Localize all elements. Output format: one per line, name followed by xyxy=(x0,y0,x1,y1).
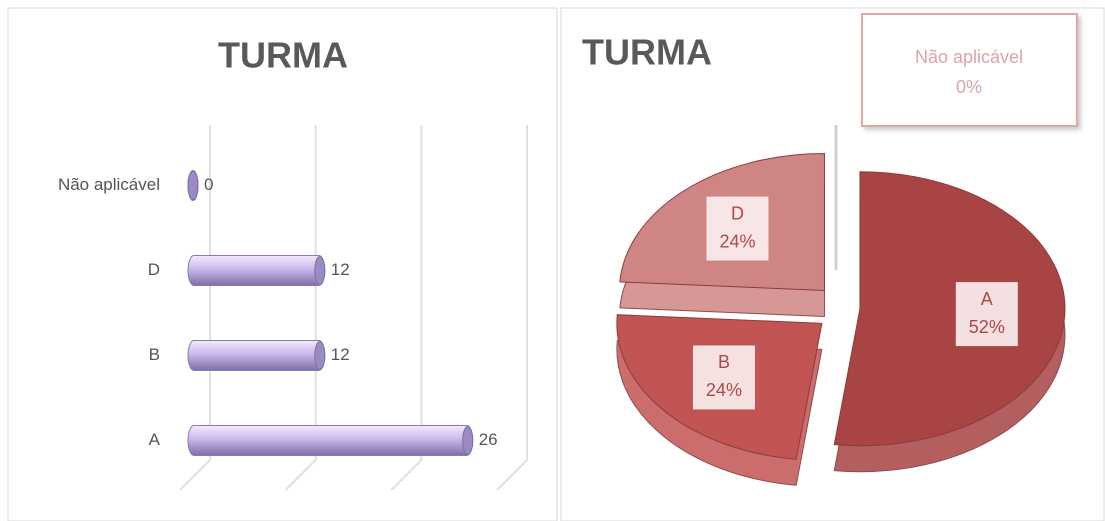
slice-category: B xyxy=(718,352,730,372)
bar-end xyxy=(187,171,199,200)
bar xyxy=(187,340,326,371)
grid-line xyxy=(496,125,528,491)
slice-category: Não aplicável xyxy=(915,47,1023,67)
category-label: Não aplicável xyxy=(58,175,160,194)
value-label: 0 xyxy=(204,175,213,194)
bar-end xyxy=(314,256,326,285)
bar-end xyxy=(314,341,326,370)
bar-end xyxy=(462,426,474,455)
grid-line xyxy=(390,125,423,491)
label-box xyxy=(955,282,1018,347)
slice-value: 52% xyxy=(969,317,1005,337)
slice-category: A xyxy=(981,289,993,309)
category-label: B xyxy=(149,345,160,364)
slice-category: D xyxy=(731,203,744,223)
label-box xyxy=(706,196,769,261)
slice-value: 24% xyxy=(706,380,742,400)
label-box xyxy=(692,345,755,410)
grid-line xyxy=(179,125,211,491)
bar xyxy=(187,255,326,286)
bar xyxy=(187,425,474,456)
value-label: 12 xyxy=(331,260,350,279)
chart-title: TURMA xyxy=(582,32,712,73)
value-label: 12 xyxy=(331,345,350,364)
value-label: 26 xyxy=(479,430,498,449)
slice-value: 24% xyxy=(719,231,755,251)
grid-line xyxy=(284,125,317,491)
chart-title: TURMA xyxy=(218,35,348,76)
slice-value: 0% xyxy=(956,77,982,97)
callout-box xyxy=(861,13,1078,127)
category-label: A xyxy=(149,430,161,449)
category-label: D xyxy=(148,260,160,279)
slice xyxy=(833,171,1066,447)
